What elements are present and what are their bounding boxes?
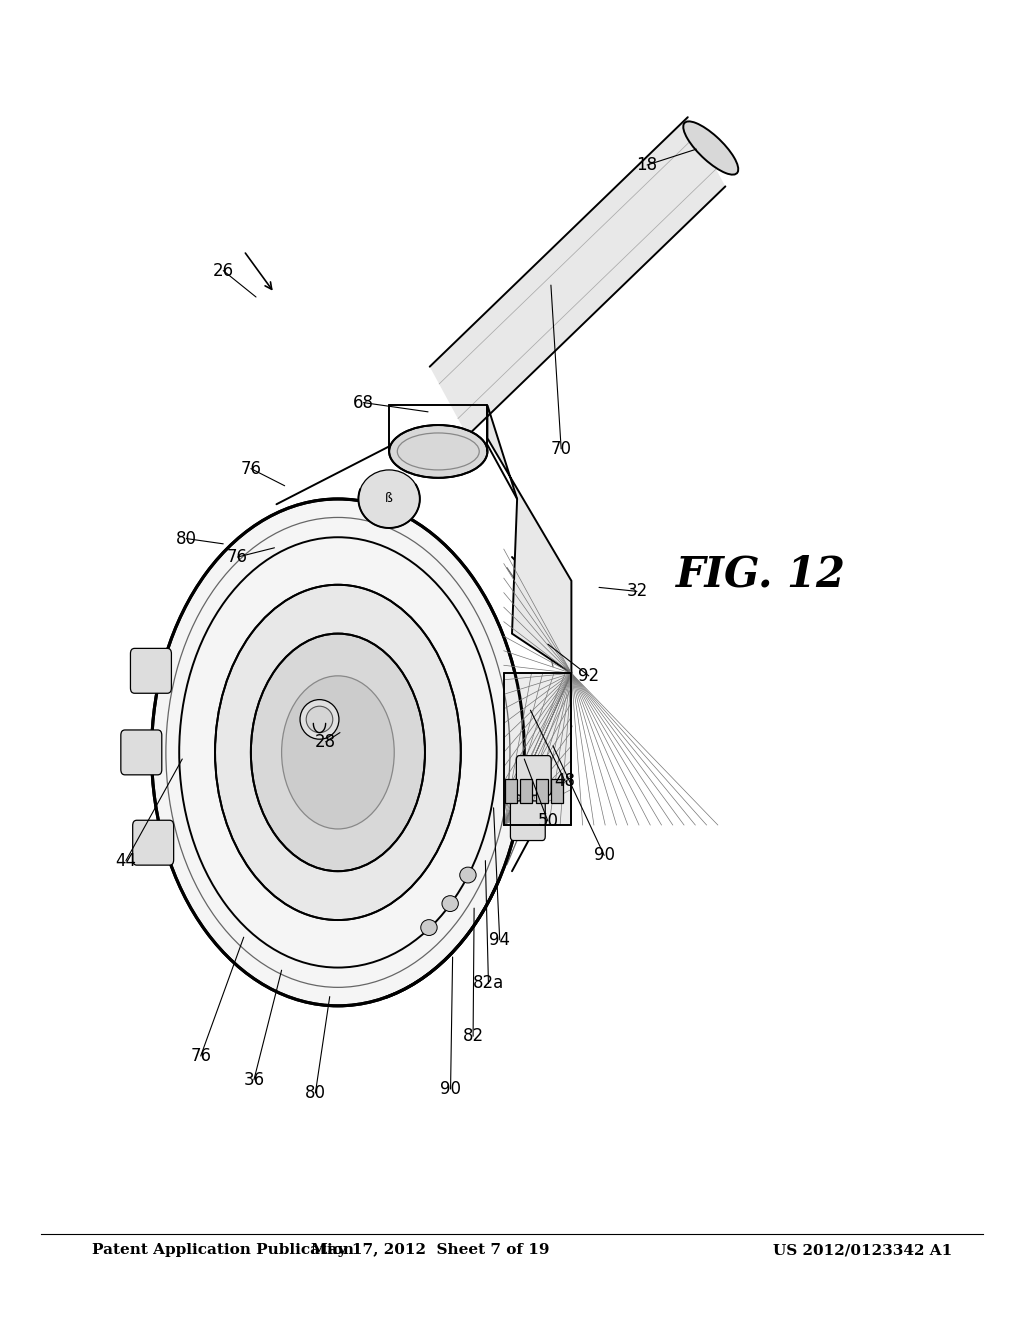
Bar: [536, 779, 548, 803]
Text: 76: 76: [241, 459, 261, 478]
Text: 76: 76: [190, 1047, 211, 1065]
Text: 36: 36: [244, 1071, 264, 1089]
Ellipse shape: [460, 867, 476, 883]
Ellipse shape: [683, 121, 738, 174]
Text: 50: 50: [538, 812, 558, 830]
Text: 70: 70: [551, 440, 571, 458]
Text: May 17, 2012  Sheet 7 of 19: May 17, 2012 Sheet 7 of 19: [311, 1243, 549, 1257]
Text: 92: 92: [579, 667, 599, 685]
Ellipse shape: [251, 634, 425, 871]
Text: 82: 82: [463, 1027, 483, 1045]
Ellipse shape: [306, 706, 333, 733]
Text: 18: 18: [637, 156, 657, 174]
Text: 80: 80: [305, 1084, 326, 1102]
Text: US 2012/0123342 A1: US 2012/0123342 A1: [773, 1243, 952, 1257]
Bar: [505, 779, 517, 803]
FancyBboxPatch shape: [130, 648, 171, 693]
Text: 94: 94: [489, 931, 510, 949]
Ellipse shape: [358, 470, 420, 528]
Text: 32: 32: [627, 582, 647, 601]
Ellipse shape: [215, 585, 461, 920]
Text: 76: 76: [227, 548, 248, 566]
Ellipse shape: [442, 896, 459, 912]
Text: 90: 90: [440, 1080, 461, 1098]
FancyBboxPatch shape: [516, 755, 551, 795]
Polygon shape: [430, 117, 725, 436]
Ellipse shape: [300, 700, 339, 739]
Text: 80: 80: [176, 529, 197, 548]
FancyBboxPatch shape: [133, 820, 174, 865]
Text: 90: 90: [594, 846, 614, 865]
Text: Patent Application Publication: Patent Application Publication: [92, 1243, 354, 1257]
Bar: [551, 779, 563, 803]
Text: 48: 48: [555, 772, 575, 791]
Ellipse shape: [282, 676, 394, 829]
FancyBboxPatch shape: [121, 730, 162, 775]
Text: 26: 26: [213, 261, 233, 280]
Text: FIG. 12: FIG. 12: [676, 553, 846, 595]
Text: 28: 28: [315, 733, 336, 751]
FancyBboxPatch shape: [510, 801, 545, 841]
Ellipse shape: [152, 499, 524, 1006]
Bar: [520, 779, 532, 803]
Text: 68: 68: [353, 393, 374, 412]
Polygon shape: [487, 405, 571, 673]
Bar: [504, 673, 571, 825]
Ellipse shape: [389, 425, 487, 478]
Text: ß: ß: [385, 492, 393, 506]
Text: 82a: 82a: [473, 974, 504, 993]
Text: 44: 44: [116, 851, 136, 870]
Ellipse shape: [421, 920, 437, 936]
